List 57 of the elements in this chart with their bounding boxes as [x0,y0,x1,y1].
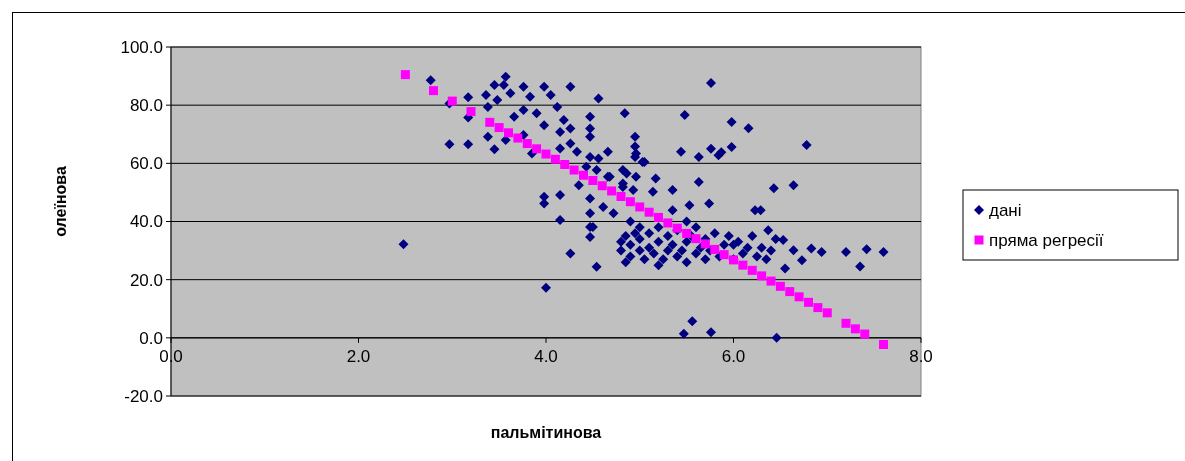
legend-label: дані [989,200,1022,220]
y-tick-label: 100.0 [120,37,163,57]
x-axis-title: пальмітинова [490,424,602,441]
point [747,265,757,275]
point [644,207,654,217]
y-tick-label: 60.0 [129,154,163,174]
point [691,234,701,244]
point [560,160,570,169]
point [532,144,542,154]
y-axis-title: олеїнова [52,166,69,237]
point [400,70,410,80]
point [785,287,795,297]
point [710,244,720,254]
point [794,292,804,302]
point [513,133,523,143]
point [504,128,513,138]
y-tick-label: 80.0 [129,96,163,116]
legend-label: пряма регресії [989,230,1104,250]
y-tick-label: 0.0 [139,328,163,348]
y-tick-label: 20.0 [129,270,163,290]
point [766,276,776,286]
point [588,175,598,185]
point [822,308,832,318]
point [850,324,860,334]
point [682,228,692,238]
point [625,197,635,207]
point [813,303,823,313]
x-tick-label: 2.0 [346,346,371,366]
point [597,181,607,191]
x-tick-label: 6.0 [721,346,746,366]
point [700,239,710,249]
point [775,281,785,291]
point [607,186,617,196]
point [541,149,551,159]
point [738,260,748,270]
point [663,218,673,228]
x-tick-label: 4.0 [534,346,558,366]
point [879,340,888,350]
point [616,191,626,201]
point [550,154,560,164]
x-tick-label: 8.0 [909,346,933,366]
point [654,212,663,222]
point [569,165,579,175]
point [757,271,767,281]
point [466,107,476,117]
point [635,202,645,212]
point [485,117,495,127]
point [579,170,588,180]
point [429,86,438,96]
point [841,318,851,328]
y-tick-label: 40.0 [129,212,163,232]
point [804,297,813,307]
y-tick-label: -20.0 [124,386,163,406]
point [719,250,729,260]
point [860,329,870,339]
point [494,123,504,133]
point [522,139,532,149]
